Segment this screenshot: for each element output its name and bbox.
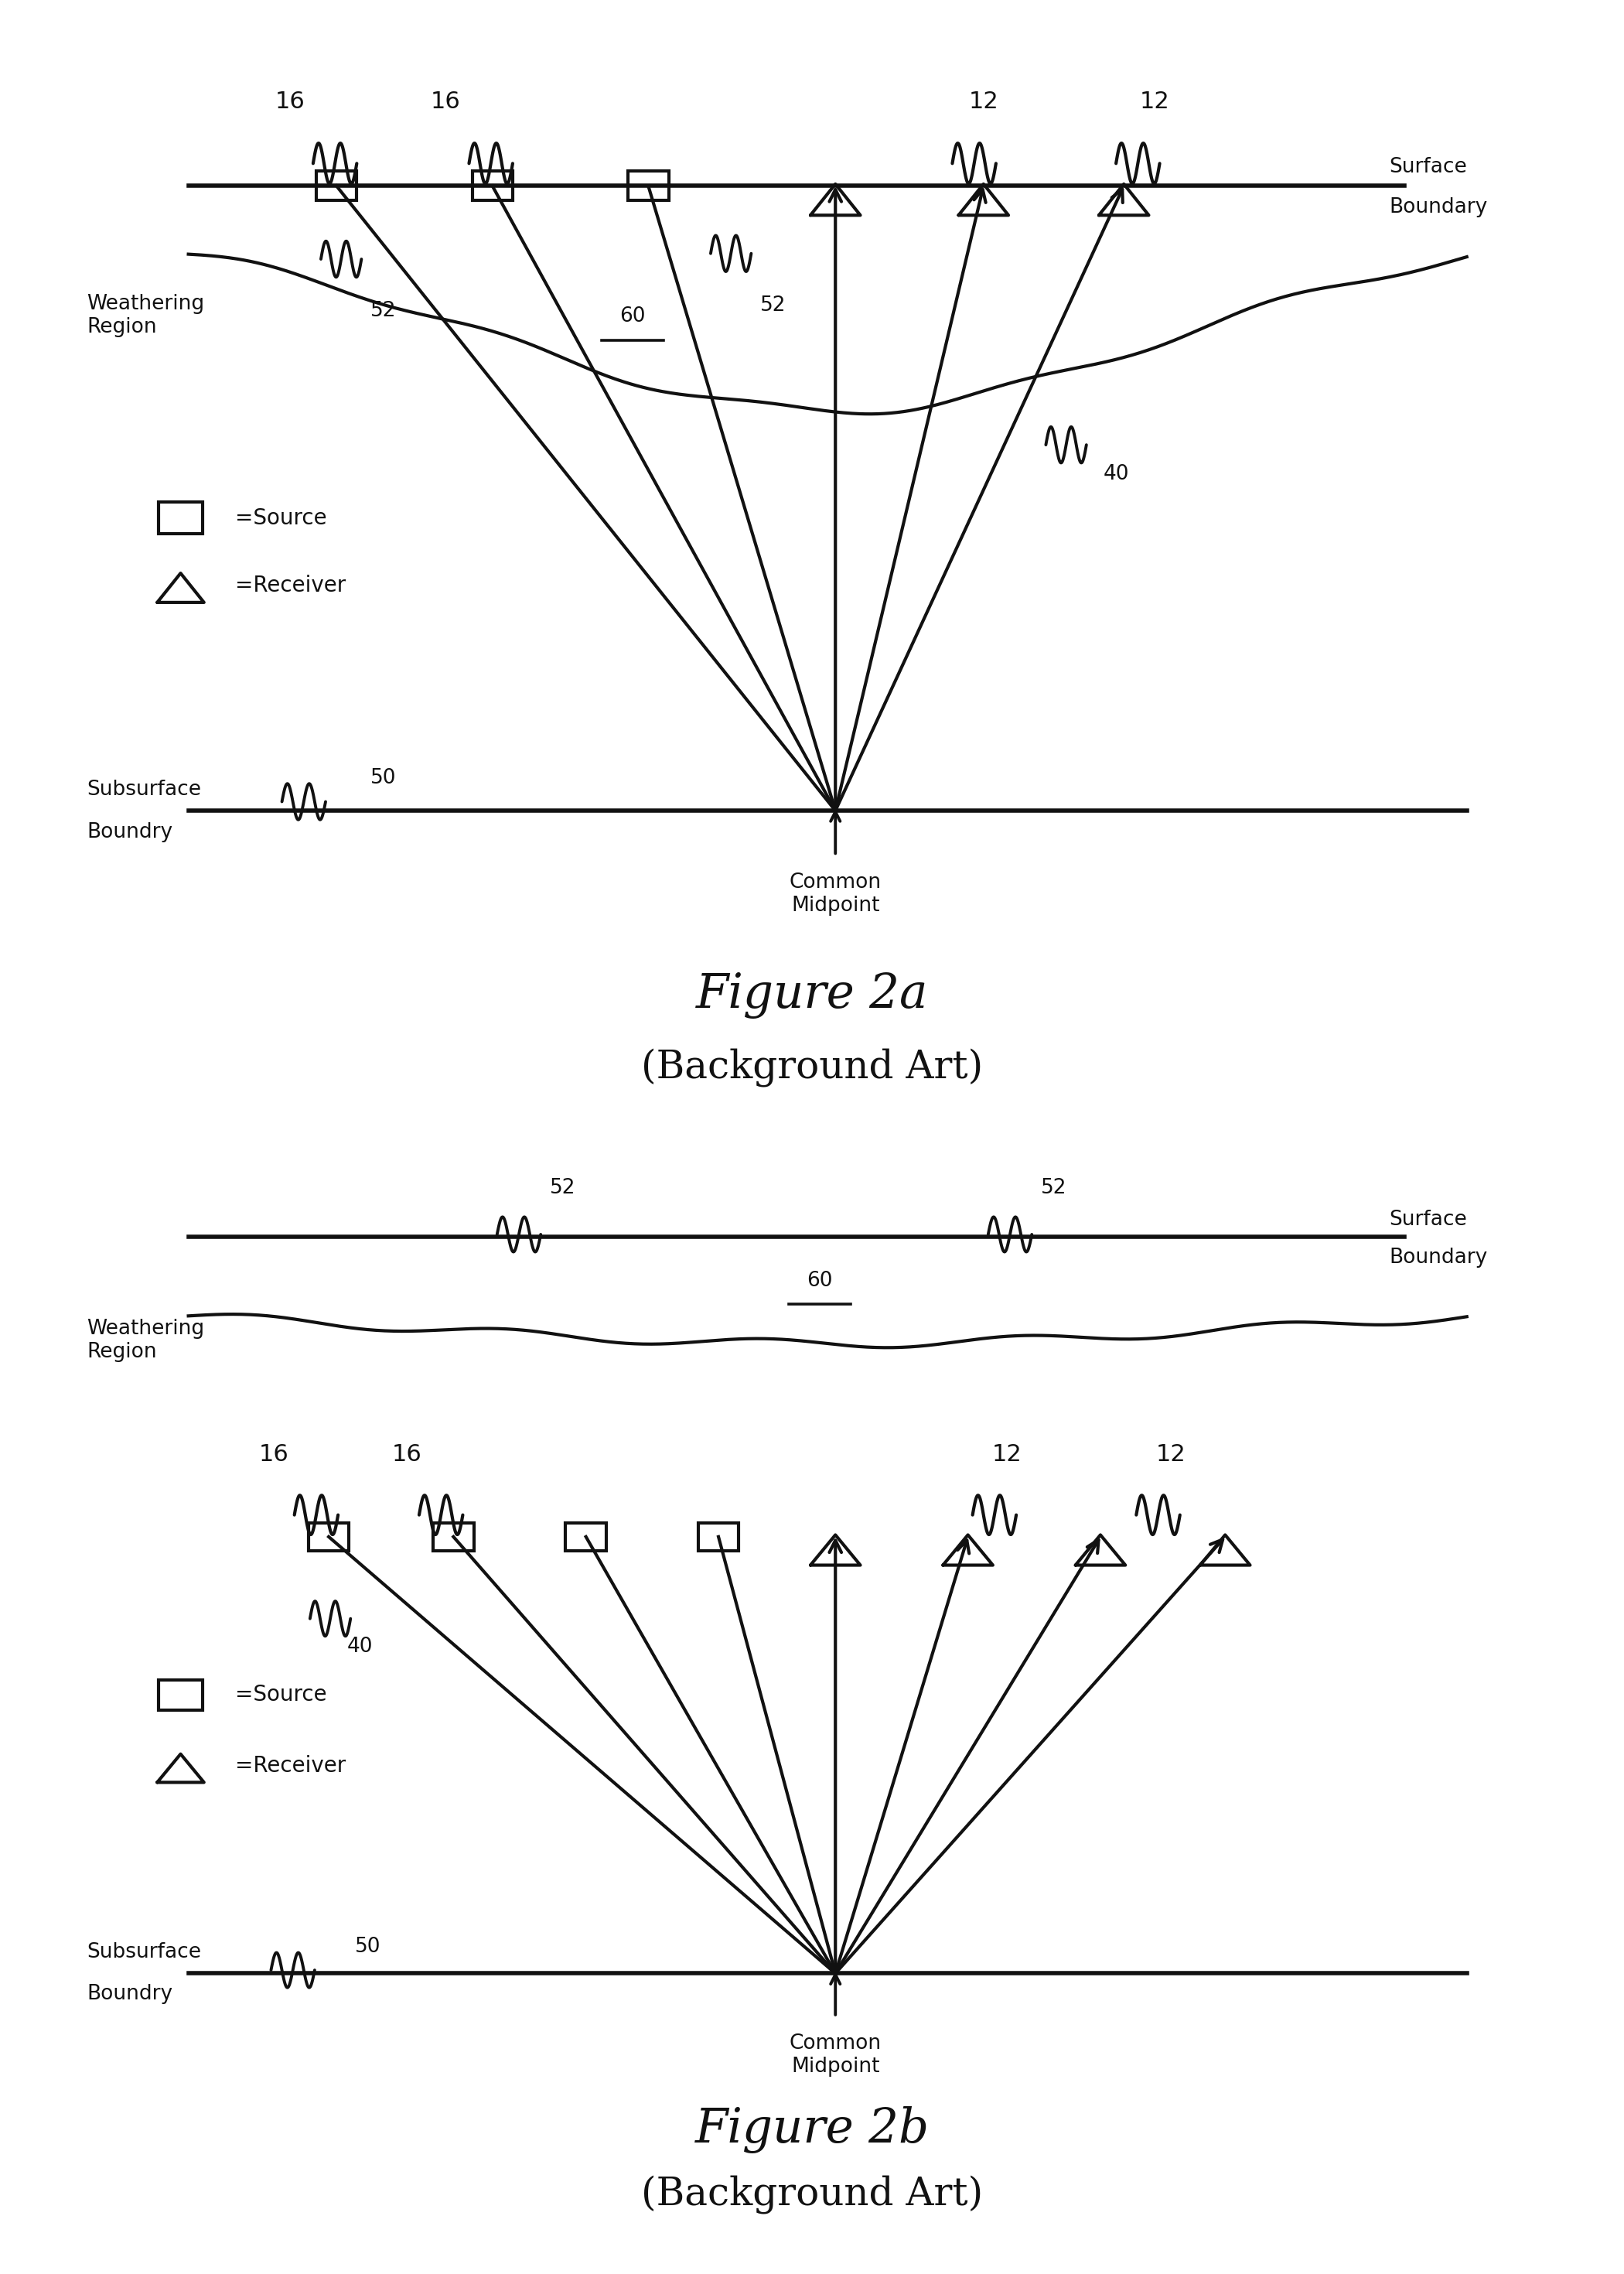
Text: 60: 60: [620, 307, 646, 327]
Text: 40: 40: [348, 1637, 374, 1658]
Text: 40: 40: [1103, 464, 1129, 484]
Bar: [309, 1524, 349, 1551]
Text: 16: 16: [391, 1444, 422, 1467]
Text: Subsurface: Subsurface: [88, 780, 201, 800]
Text: =Source: =Source: [235, 1685, 326, 1705]
Text: 12: 12: [968, 91, 999, 114]
Text: Weathering
Region: Weathering Region: [88, 293, 205, 337]
Text: 52: 52: [760, 296, 786, 316]
Text: Surface: Surface: [1389, 157, 1466, 177]
Text: =Receiver: =Receiver: [235, 1756, 346, 1776]
Bar: [473, 171, 513, 200]
Text: (Background Art): (Background Art): [641, 2174, 983, 2213]
Text: 50: 50: [354, 1937, 380, 1958]
Text: 60: 60: [807, 1271, 833, 1292]
Bar: [434, 1524, 474, 1551]
Text: Boundary: Boundary: [1389, 198, 1488, 218]
Text: 16: 16: [260, 1444, 289, 1467]
Text: Figure 2b: Figure 2b: [695, 2106, 929, 2153]
Text: Figure 2a: Figure 2a: [695, 973, 929, 1019]
Text: 52: 52: [370, 300, 396, 321]
Text: Common
Midpoint: Common Midpoint: [789, 2033, 882, 2076]
Text: Common
Midpoint: Common Midpoint: [789, 873, 882, 916]
Text: Weathering
Region: Weathering Region: [88, 1319, 205, 1362]
Text: 12: 12: [1140, 91, 1169, 114]
Bar: [565, 1524, 606, 1551]
Text: 12: 12: [992, 1444, 1021, 1467]
Bar: [159, 1680, 203, 1710]
Text: =Receiver: =Receiver: [235, 575, 346, 596]
Text: 52: 52: [549, 1178, 575, 1198]
Text: 16: 16: [274, 91, 305, 114]
Bar: [317, 171, 357, 200]
Text: Subsurface: Subsurface: [88, 1942, 201, 1962]
Bar: [159, 503, 203, 534]
Text: 12: 12: [1156, 1444, 1186, 1467]
Text: 52: 52: [1041, 1178, 1067, 1198]
Text: Boundry: Boundry: [88, 1985, 174, 2003]
Text: Boundary: Boundary: [1389, 1248, 1488, 1267]
Text: Boundry: Boundry: [88, 821, 174, 841]
Text: =Source: =Source: [235, 507, 326, 530]
Text: Surface: Surface: [1389, 1210, 1466, 1230]
Text: (Background Art): (Background Art): [641, 1048, 983, 1087]
Text: 50: 50: [370, 769, 396, 789]
Bar: [698, 1524, 739, 1551]
Bar: [628, 171, 669, 200]
Text: 16: 16: [430, 91, 461, 114]
